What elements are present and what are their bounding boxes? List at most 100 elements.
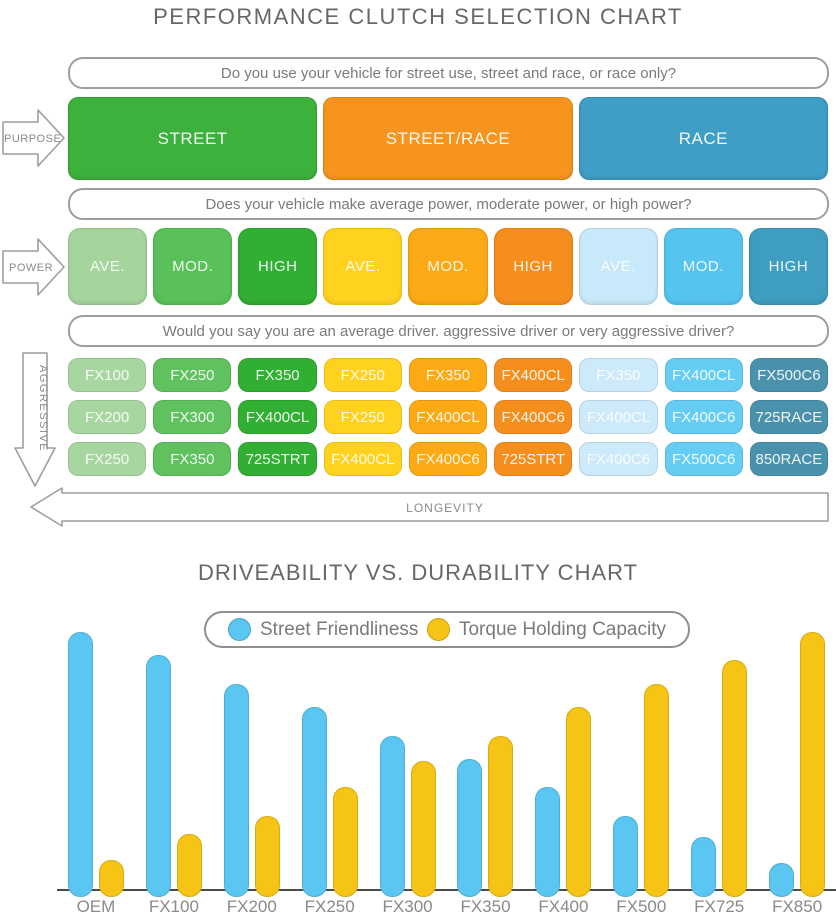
- grid-cell-fx400c6: FX400C6: [664, 400, 743, 434]
- x-axis-label-fx250: FX250: [304, 897, 355, 916]
- power-cell-mod: MOD.: [408, 228, 488, 305]
- grid-cell-fx350: FX350: [238, 358, 317, 392]
- purpose-arrow-label: PURPOSE: [4, 133, 61, 145]
- bar-fx400-torque-holding-capacity: [566, 707, 592, 897]
- grid-cell-fx400cl: FX400CL: [408, 400, 488, 434]
- bar-group-fx850: [758, 625, 836, 897]
- x-axis-label-fx500: FX500: [616, 897, 667, 916]
- bar-fx850-torque-holding-capacity: [800, 632, 826, 897]
- bar-oem-street-friendliness: [67, 632, 93, 897]
- grid-cell-fx500c6: FX500C6: [749, 358, 828, 392]
- grid-row: FX250 FX350 725STRT FX400CL FX400C6 725STRT FX…: [68, 442, 828, 476]
- bar-fx400-street-friendliness: [535, 787, 561, 897]
- bar-fx300-torque-holding-capacity: [410, 761, 436, 897]
- bar-group-fx350: [447, 625, 525, 897]
- power-row: AVE. MOD. HIGH AVE. MOD. HIGH AVE. MOD. HIGH: [68, 228, 828, 305]
- grid-cell-fx250: FX250: [68, 442, 147, 476]
- x-axis-label-fx400: FX400: [538, 897, 589, 916]
- grid-cell-fx350: FX350: [153, 442, 232, 476]
- bar-fx500-torque-holding-capacity: [644, 684, 670, 897]
- bar-fx250-street-friendliness: [301, 707, 327, 897]
- bar-group-fx725: [680, 625, 758, 897]
- x-axis-label-fx850: FX850: [772, 897, 823, 916]
- power-cell-ave: AVE.: [68, 228, 148, 305]
- question-power: Does your vehicle make average power, mo…: [68, 188, 829, 220]
- x-axis-labels: OEM FX100 FX200 FX250 FX300 FX350 FX400 FX500 FX…: [57, 897, 836, 917]
- grid-cell-fx250: FX250: [323, 358, 402, 392]
- legend-swatch-icon: [228, 618, 251, 641]
- grid-cell-fx500c6: FX500C6: [664, 442, 743, 476]
- grid-cell-725strt: 725STRT: [494, 442, 573, 476]
- grid-cell-725race: 725RACE: [749, 400, 828, 434]
- longevity-arrow-icon: LONGEVITY: [30, 487, 829, 527]
- x-axis-label-fx350: FX350: [460, 897, 511, 916]
- grid-cell-fx400c6: FX400C6: [408, 442, 488, 476]
- bar-oem-torque-holding-capacity: [98, 860, 124, 897]
- clutch-model-grid: FX100 FX250 FX350 FX250 FX350 FX400CL FX350 FX4…: [68, 358, 828, 476]
- x-axis-label-oem: OEM: [76, 897, 116, 916]
- bar-group-oem: [57, 625, 135, 897]
- power-arrow-icon: POWER: [2, 238, 65, 296]
- x-axis-label-fx300: FX300: [382, 897, 433, 916]
- power-cell-mod: MOD.: [153, 228, 233, 305]
- question-purpose: Do you use your vehicle for street use, …: [68, 57, 829, 89]
- grid-cell-fx300: FX300: [153, 400, 232, 434]
- question-driver-text: Would you say you are an average driver.…: [162, 322, 735, 340]
- grid-cell-fx400cl: FX400CL: [323, 442, 402, 476]
- bar-group-fx400: [524, 625, 602, 897]
- x-axis-label-fx100: FX100: [148, 897, 199, 916]
- bar-fx100-torque-holding-capacity: [176, 834, 202, 897]
- bar-fx850-street-friendliness: [769, 863, 795, 897]
- grid-cell-fx200: FX200: [68, 400, 147, 434]
- grid-cell-fx400cl: FX400CL: [494, 358, 573, 392]
- grid-row: FX200 FX300 FX400CL FX250 FX400CL FX400C6 FX40…: [68, 400, 828, 434]
- chart-title: DRIVEABILITY VS. DURABILITY CHART: [197, 560, 639, 585]
- grid-row: FX100 FX250 FX350 FX250 FX350 FX400CL FX350 FX4…: [68, 358, 828, 392]
- bar-group-fx300: [369, 625, 447, 897]
- bar-chart: [57, 625, 836, 897]
- bar-fx725-torque-holding-capacity: [722, 660, 748, 897]
- question-driver: Would you say you are an average driver.…: [68, 315, 829, 347]
- purpose-row: STREET STREET/RACE RACE: [68, 97, 828, 180]
- bar-group-fx100: [135, 625, 213, 897]
- power-cell-high: HIGH: [748, 228, 828, 305]
- bar-fx725-street-friendliness: [691, 837, 717, 897]
- bar-fx100-street-friendliness: [145, 655, 171, 897]
- purpose-arrow-icon: PURPOSE: [2, 109, 65, 167]
- grid-cell-850race: 850RACE: [749, 442, 828, 476]
- question-purpose-text: Do you use your vehicle for street use, …: [220, 64, 677, 82]
- x-axis-line: [57, 889, 836, 891]
- grid-cell-fx350: FX350: [408, 358, 488, 392]
- x-axis-label-fx200: FX200: [226, 897, 277, 916]
- aggressive-arrow-icon: AGGRESSIVE: [14, 352, 56, 487]
- bar-group-fx200: [213, 625, 291, 897]
- legend-label: Torque Holding Capacity: [458, 618, 666, 640]
- question-power-text: Does your vehicle make average power, mo…: [205, 195, 692, 213]
- grid-cell-fx250: FX250: [153, 358, 232, 392]
- power-cell-ave: AVE.: [578, 228, 658, 305]
- chart-legend: Street Friendliness Torque Holding Capaci…: [204, 611, 690, 648]
- power-cell-high: HIGH: [493, 228, 573, 305]
- legend-swatch-icon: [426, 618, 450, 641]
- legend-item-torque-holding-capacity: Torque Holding Capacity: [426, 618, 666, 641]
- page-title: PERFORMANCE CLUTCH SELECTION CHART: [153, 4, 683, 29]
- grid-cell-fx100: FX100: [68, 358, 147, 392]
- bar-fx250-torque-holding-capacity: [332, 787, 358, 897]
- grid-cell-fx400c6: FX400C6: [494, 400, 573, 434]
- grid-cell-fx400cl: FX400CL: [238, 400, 317, 434]
- bar-fx300-street-friendliness: [379, 736, 405, 897]
- purpose-block-street-race: STREET/RACE: [323, 97, 573, 180]
- aggressive-arrow-label: AGGRESSIVE: [37, 365, 49, 452]
- grid-cell-725strt: 725STRT: [238, 442, 317, 476]
- grid-cell-fx350: FX350: [579, 358, 658, 392]
- grid-cell-fx400cl: FX400CL: [664, 358, 743, 392]
- power-cell-mod: MOD.: [663, 228, 743, 305]
- legend-label: Street Friendliness: [260, 618, 419, 640]
- bar-fx350-street-friendliness: [457, 759, 483, 897]
- power-cell-high: HIGH: [238, 228, 318, 305]
- bar-fx500-street-friendliness: [613, 816, 639, 897]
- bar-group-fx500: [602, 625, 680, 897]
- grid-cell-fx400c6: FX400C6: [579, 442, 658, 476]
- bar-fx200-torque-holding-capacity: [254, 816, 280, 897]
